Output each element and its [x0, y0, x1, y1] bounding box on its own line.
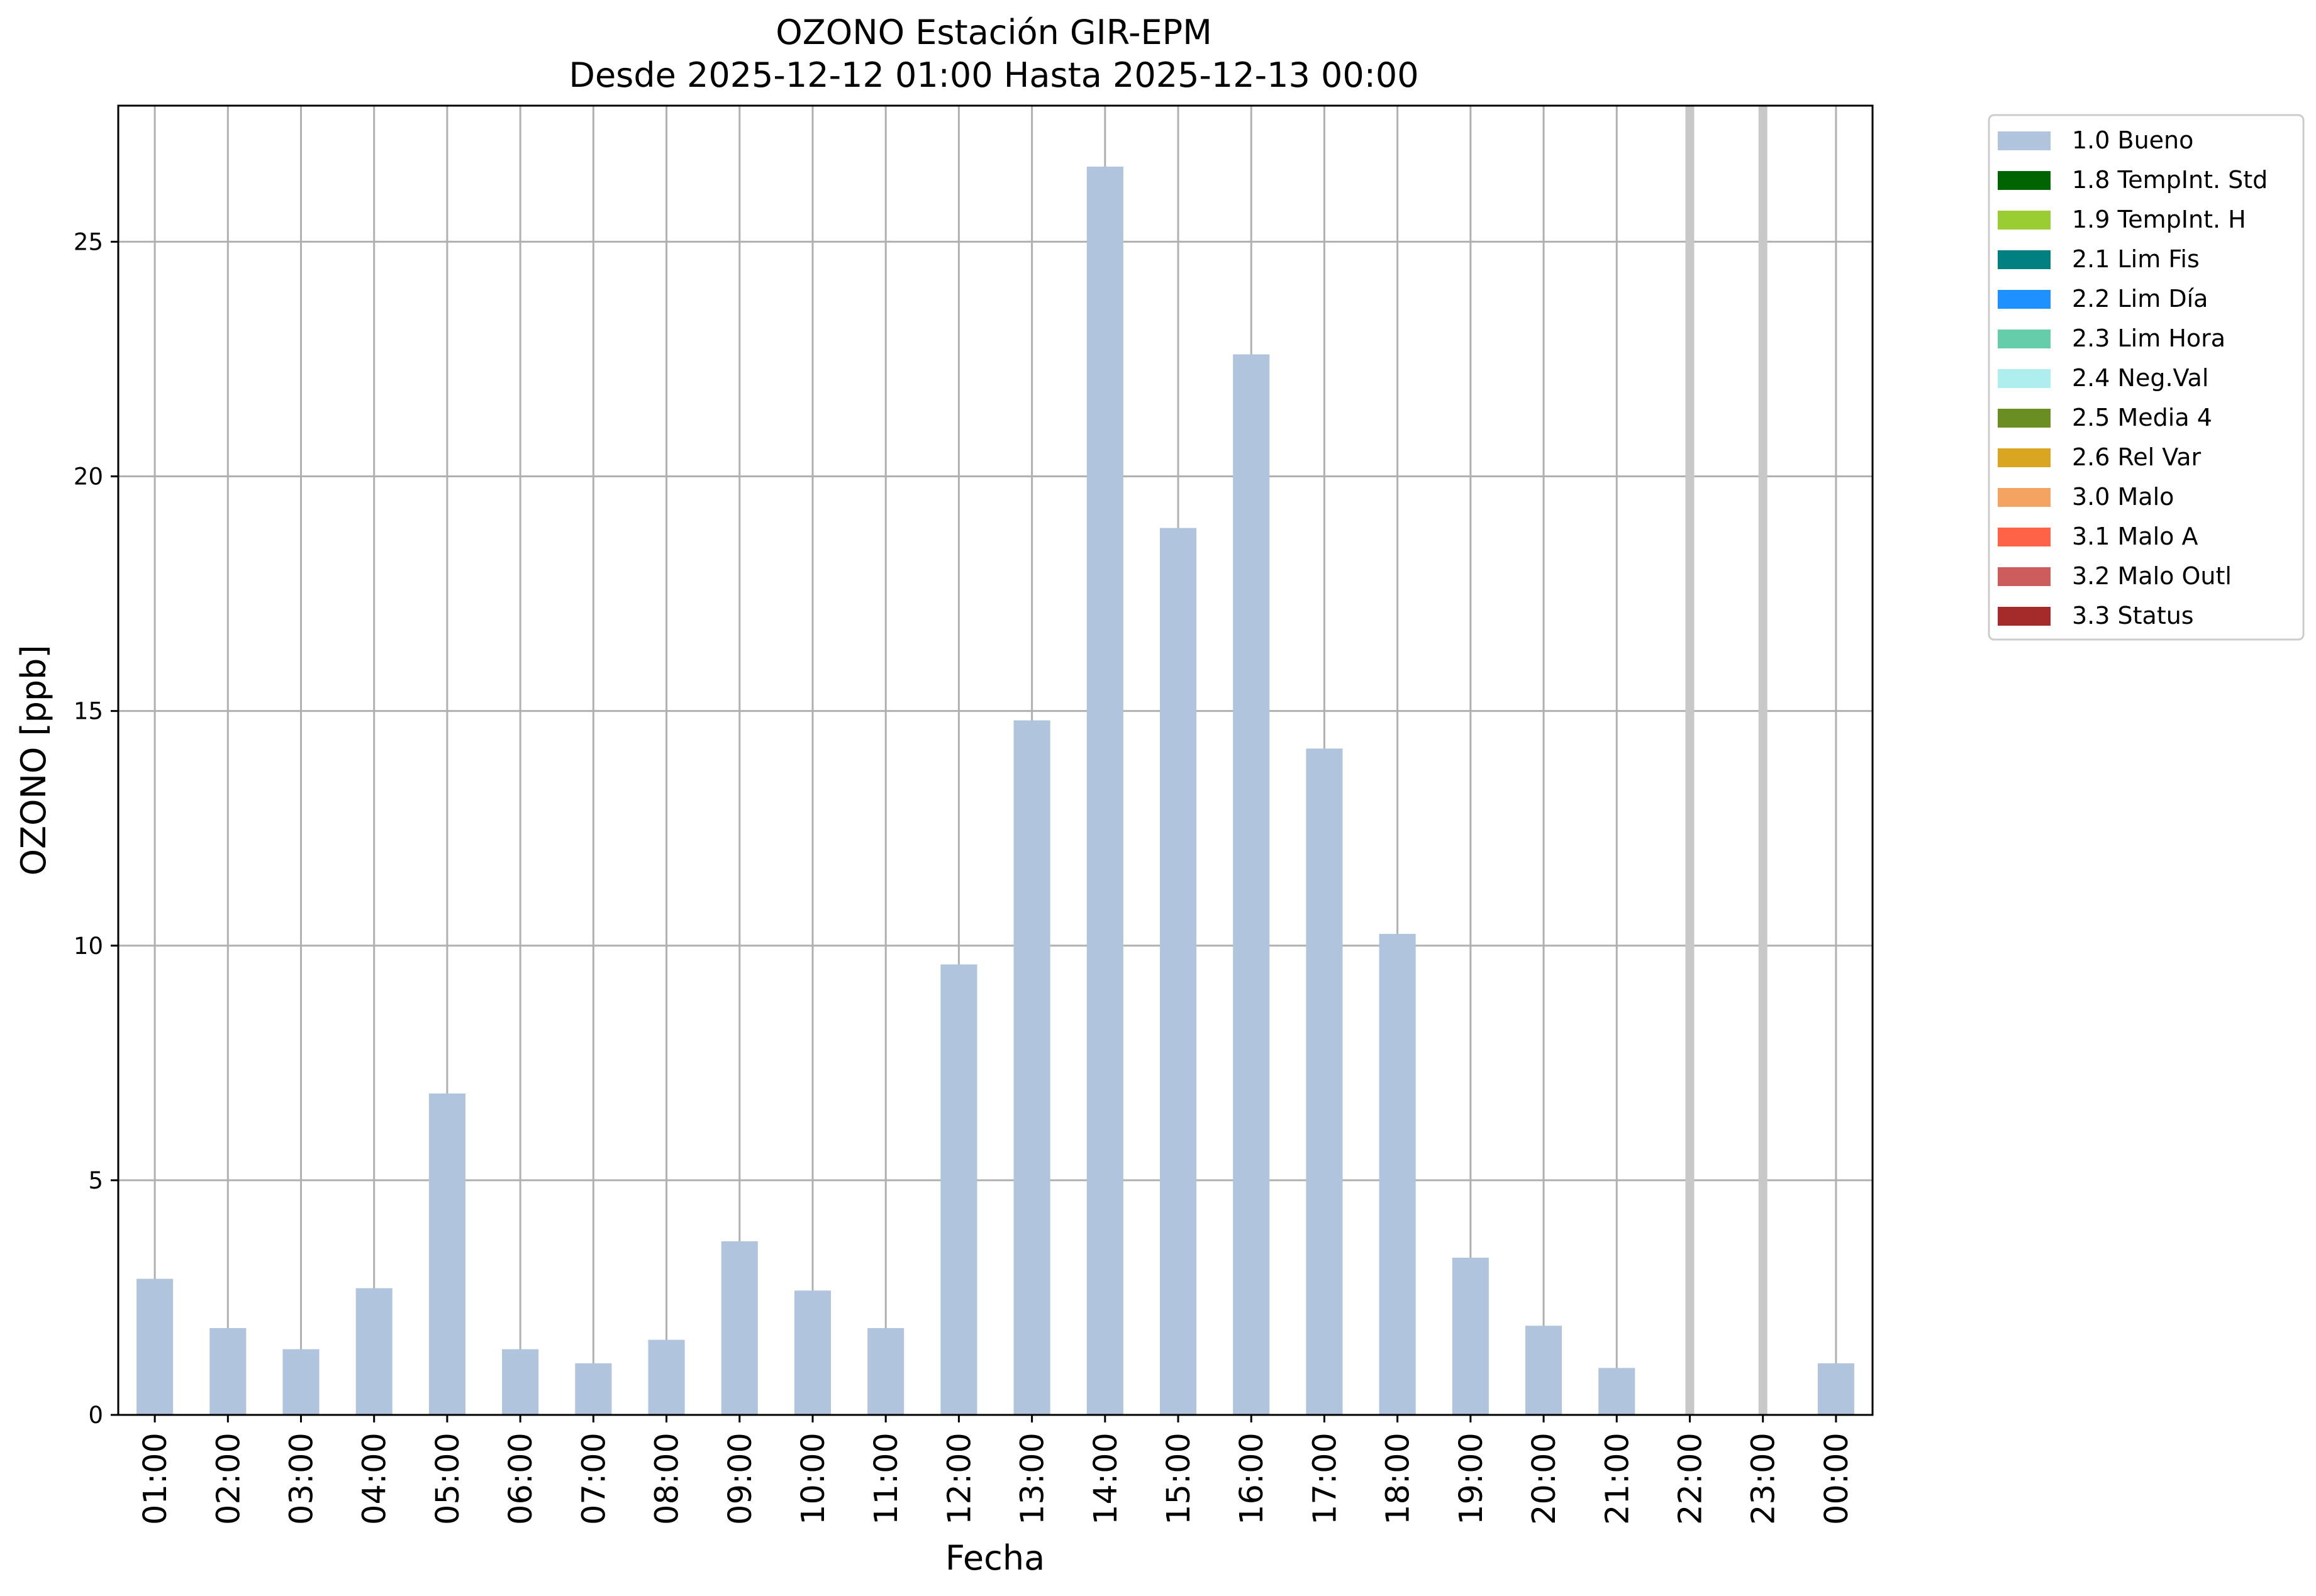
bar — [502, 1349, 539, 1415]
x-tick-label: 23:00 — [1745, 1433, 1783, 1525]
bar — [1452, 1258, 1489, 1415]
x-axis: 01:00 02:00 03:00 04:00 05:00 06:00 07:00 08:00… — [137, 1415, 1856, 1525]
bar — [648, 1339, 685, 1415]
legend-swatch — [1998, 448, 2051, 467]
y-tick-label: 0 — [88, 1402, 103, 1429]
x-tick-label: 13:00 — [1015, 1433, 1052, 1525]
legend: 1.0 Bueno 1.8 TempInt. Std 1.9 TempInt. H 2… — [1988, 114, 2305, 641]
x-axis-label: Fecha — [945, 1538, 1045, 1578]
legend-label: 2.1 Lim Fis — [2072, 245, 2200, 273]
x-tick-label: 00:00 — [1818, 1433, 1856, 1525]
x-tick-label: 19:00 — [1453, 1433, 1490, 1525]
bar — [282, 1349, 320, 1415]
x-tick-label: 03:00 — [284, 1433, 321, 1525]
bar — [355, 1288, 392, 1415]
x-tick-label: 18:00 — [1380, 1433, 1417, 1525]
bar — [794, 1290, 832, 1415]
plot-frame — [117, 104, 1874, 1416]
missing-data-marker — [1685, 106, 1695, 1415]
legend-label: 3.0 Malo — [2072, 483, 2174, 511]
legend-swatch — [1998, 409, 2051, 428]
legend-label: 2.2 Lim Día — [2072, 285, 2208, 313]
bar — [575, 1363, 612, 1415]
bar — [1525, 1326, 1562, 1415]
legend-label: 2.6 Rel Var — [2072, 443, 2202, 471]
legend-swatch — [1998, 607, 2051, 626]
legend-swatch — [1998, 330, 2051, 348]
bar — [428, 1093, 465, 1415]
legend-label: 2.4 Neg.Val — [2072, 364, 2208, 392]
legend-swatch — [1998, 171, 2051, 190]
x-tick-label: 09:00 — [722, 1433, 759, 1525]
x-tick-label: 12:00 — [941, 1433, 978, 1525]
y-tick-label: 5 — [88, 1167, 103, 1194]
bar — [867, 1327, 905, 1415]
y-tick-label: 20 — [74, 463, 103, 490]
bars-layer — [136, 167, 1854, 1415]
bar — [1306, 748, 1343, 1415]
y-tick-label: 25 — [74, 228, 103, 255]
legend-label: 1.9 TempInt. H — [2072, 206, 2246, 233]
legend-frame — [1988, 114, 2305, 641]
legend-label: 2.3 Lim Hora — [2072, 324, 2225, 352]
y-axis-label: OZONO [ppb] — [14, 645, 53, 875]
bar — [1817, 1363, 1854, 1415]
legend-label: 3.3 Status — [2072, 602, 2194, 629]
bar — [136, 1278, 174, 1415]
x-tick-label: 14:00 — [1088, 1433, 1125, 1525]
x-tick-label: 22:00 — [1672, 1433, 1709, 1525]
x-tick-label: 04:00 — [357, 1433, 394, 1525]
bar — [1598, 1368, 1635, 1415]
x-tick-label: 01:00 — [137, 1433, 174, 1525]
legend-swatch — [1998, 567, 2051, 586]
x-tick-label: 11:00 — [868, 1433, 905, 1525]
chart-title: OZONO Estación GIR-EPM — [776, 13, 1212, 52]
x-tick-label: 17:00 — [1306, 1433, 1344, 1525]
legend-label: 2.5 Media 4 — [2072, 404, 2212, 431]
x-tick-label: 15:00 — [1161, 1433, 1198, 1525]
legend-label: 3.1 Malo A — [2072, 523, 2198, 550]
bar — [1233, 354, 1270, 1415]
bar — [940, 964, 977, 1415]
legend-label: 1.0 Bueno — [2072, 126, 2193, 154]
markers-layer — [1685, 106, 1768, 1415]
chart-subtitle: Desde 2025-12-12 01:00 Hasta 2025-12-13 … — [569, 55, 1418, 95]
x-tick-label: 16:00 — [1233, 1433, 1271, 1525]
legend-swatch — [1998, 211, 2051, 230]
legend-swatch — [1998, 488, 2051, 507]
legend-label: 1.8 TempInt. Std — [2072, 166, 2268, 194]
x-tick-label: 10:00 — [795, 1433, 832, 1525]
x-tick-label: 02:00 — [210, 1433, 247, 1525]
legend-swatch — [1998, 290, 2051, 309]
y-axis: 0 5 10 15 20 25 — [74, 228, 118, 1429]
x-tick-label: 07:00 — [576, 1433, 613, 1525]
bar — [1086, 167, 1123, 1415]
legend-swatch — [1998, 369, 2051, 388]
bar — [209, 1327, 247, 1415]
y-tick-label: 15 — [74, 698, 103, 725]
bar — [1379, 934, 1416, 1415]
missing-data-marker — [1758, 106, 1768, 1415]
x-tick-label: 21:00 — [1599, 1433, 1636, 1525]
legend-swatch — [1998, 528, 2051, 546]
x-tick-label: 20:00 — [1526, 1433, 1563, 1525]
legend-swatch — [1998, 250, 2051, 269]
bar — [721, 1241, 758, 1415]
x-tick-label: 08:00 — [649, 1433, 686, 1525]
legend-label: 3.2 Malo Outl — [2072, 562, 2232, 590]
bar — [1013, 720, 1050, 1415]
y-tick-label: 10 — [74, 933, 103, 960]
bar — [1159, 528, 1197, 1415]
x-tick-label: 05:00 — [430, 1433, 467, 1525]
x-tick-label: 06:00 — [503, 1433, 540, 1525]
legend-items: 1.0 Bueno 1.8 TempInt. Std 1.9 TempInt. H 2… — [1998, 126, 2268, 629]
legend-swatch — [1998, 131, 2051, 150]
